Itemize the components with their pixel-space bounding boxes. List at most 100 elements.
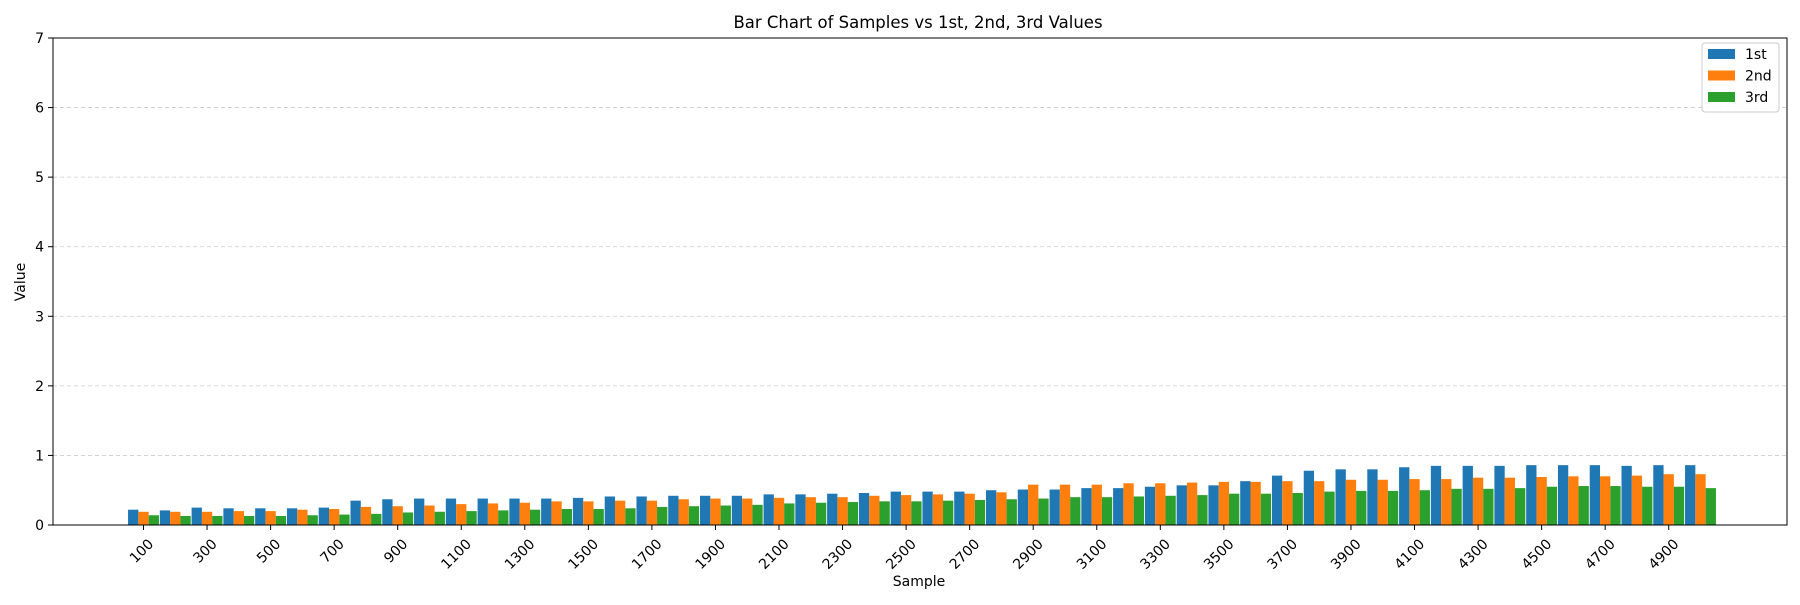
- bar-2nd-1800: [678, 499, 689, 525]
- bar-3rd-1700: [657, 506, 668, 525]
- bar-2nd-1900: [710, 498, 721, 525]
- bar-3rd-4400: [1514, 488, 1526, 525]
- bar-1st-3500: [1208, 485, 1219, 525]
- bar-3rd-4900: [1673, 486, 1685, 525]
- bar-2nd-3300: [1155, 483, 1166, 525]
- bar-2nd-1600: [614, 500, 626, 525]
- bar-3rd-1800: [688, 506, 700, 525]
- bars-layer: [128, 465, 1716, 525]
- bar-2nd-100: [138, 511, 149, 525]
- bar-3rd-3200: [1133, 496, 1144, 525]
- bar-3rd-2200: [815, 502, 827, 525]
- bar-2nd-2800: [996, 492, 1007, 525]
- bar-2nd-2100: [773, 497, 785, 525]
- bar-1st-4800: [1621, 465, 1632, 525]
- bar-2nd-4800: [1631, 475, 1643, 525]
- bar-1st-2100: [763, 494, 774, 525]
- bar-3rd-3000: [1070, 497, 1081, 525]
- bar-1st-4100: [1399, 467, 1410, 525]
- bar-3rd-2500: [911, 501, 922, 525]
- bar-2nd-2700: [964, 493, 975, 525]
- y-tick-label: 3: [35, 309, 44, 325]
- bar-1st-1800: [668, 495, 679, 525]
- bar-1st-3600: [1240, 481, 1251, 525]
- bar-2nd-3900: [1345, 479, 1357, 525]
- bar-2nd-3800: [1314, 481, 1325, 525]
- bar-3rd-400: [243, 515, 255, 525]
- bar-1st-2500: [890, 491, 901, 525]
- bar-3rd-3100: [1101, 497, 1113, 525]
- bar-2nd-900: [392, 506, 403, 525]
- bar-1st-2300: [827, 493, 838, 525]
- bar-3rd-2400: [879, 501, 890, 525]
- bar-3rd-500: [275, 515, 287, 525]
- y-tick-label: 5: [35, 170, 44, 186]
- bar-3rd-1600: [625, 508, 636, 525]
- bar-1st-1900: [700, 495, 711, 525]
- bar-2nd-3400: [1186, 482, 1198, 525]
- bar-2nd-600: [297, 509, 308, 525]
- bar-1st-400: [223, 508, 234, 525]
- bar-2nd-3000: [1059, 484, 1071, 525]
- bar-3rd-300: [212, 515, 223, 525]
- y-tick-label: 7: [35, 31, 44, 47]
- bar-3rd-3400: [1197, 495, 1208, 525]
- bar-2nd-3500: [1218, 481, 1230, 525]
- legend: 1st 2nd 3rd: [1701, 42, 1780, 113]
- bar-1st-100: [128, 509, 139, 525]
- bar-2nd-4000: [1377, 479, 1388, 525]
- y-tick-label: 2: [35, 379, 44, 395]
- bar-3rd-3500: [1229, 493, 1240, 525]
- legend-swatch-2nd: [1708, 70, 1735, 81]
- bar-1st-3300: [1144, 486, 1156, 525]
- bar-3rd-2100: [784, 503, 795, 525]
- bar-3rd-4600: [1578, 486, 1589, 525]
- bar-2nd-300: [201, 511, 213, 525]
- plot-frame: [52, 37, 1788, 526]
- bar-1st-4600: [1557, 465, 1569, 525]
- legend-label-3rd: 3rd: [1745, 90, 1768, 106]
- bar-1st-600: [286, 508, 298, 525]
- bar-2nd-200: [170, 511, 181, 525]
- chart-title: Bar Chart of Samples vs 1st, 2nd, 3rd Va…: [733, 13, 1102, 32]
- bar-1st-1000: [414, 498, 425, 525]
- bar-3rd-2800: [1006, 499, 1017, 525]
- legend-label-1st: 1st: [1745, 47, 1767, 63]
- bar-1st-300: [191, 507, 202, 525]
- bar-2nd-500: [265, 511, 276, 525]
- bar-3rd-4700: [1610, 486, 1621, 525]
- bar-3rd-3300: [1165, 495, 1176, 525]
- bar-3rd-800: [371, 513, 382, 525]
- bar-3rd-2300: [847, 502, 859, 525]
- bar-3rd-2000: [752, 504, 763, 525]
- bar-2nd-1500: [583, 501, 594, 525]
- bar-1st-900: [382, 499, 393, 525]
- bar-2nd-1000: [424, 505, 435, 525]
- bar-2nd-4600: [1568, 476, 1579, 525]
- bar-1st-1200: [477, 498, 488, 525]
- bar-3rd-4300: [1483, 488, 1494, 525]
- bar-3rd-200: [180, 515, 191, 525]
- bar-3rd-1900: [720, 505, 731, 525]
- bar-2nd-4500: [1536, 476, 1547, 525]
- bar-1st-3400: [1176, 485, 1187, 525]
- bar-1st-4500: [1526, 465, 1537, 525]
- bar-1st-5000: [1685, 465, 1696, 525]
- bar-2nd-2400: [869, 495, 880, 525]
- bar-3rd-5000: [1705, 488, 1716, 525]
- bar-1st-2200: [795, 494, 806, 525]
- bar-2nd-2500: [900, 495, 912, 525]
- bar-2nd-800: [360, 506, 372, 525]
- bar-2nd-4200: [1441, 479, 1452, 525]
- bar-2nd-4300: [1472, 477, 1484, 525]
- bar-3rd-4000: [1387, 490, 1399, 525]
- bar-1st-1400: [541, 498, 552, 525]
- bar-3rd-3700: [1292, 492, 1303, 525]
- bar-2nd-1200: [487, 503, 499, 525]
- y-tick-label: 0: [35, 518, 44, 534]
- bar-2nd-4100: [1409, 479, 1420, 525]
- bar-2nd-400: [233, 511, 244, 525]
- bar-2nd-2000: [742, 498, 753, 525]
- bar-2nd-3100: [1091, 484, 1102, 525]
